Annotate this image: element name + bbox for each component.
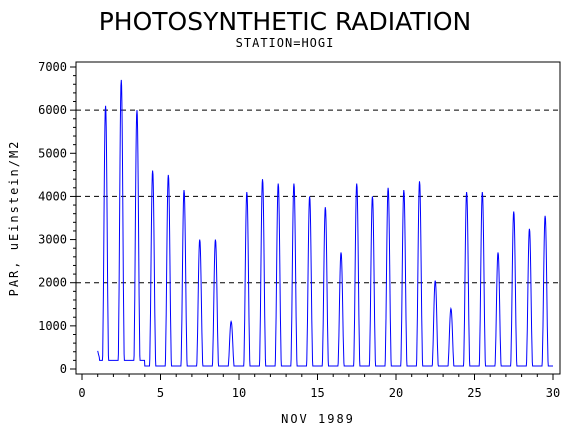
y-tick-label: 4000: [38, 189, 67, 203]
y-tick-label: 3000: [38, 233, 67, 247]
x-tick-label: 30: [546, 386, 560, 400]
x-axis: 0 5 10 15 20 25 30: [78, 374, 560, 400]
y-tick-label: 2000: [38, 276, 67, 290]
reference-lines: [76, 109, 560, 284]
y-axis: 0 1000 2000 3000 4000 5000 6000 7000: [38, 60, 76, 376]
x-tick-label: 10: [232, 386, 246, 400]
y-tick-label: 6000: [38, 103, 67, 117]
x-tick-label: 20: [389, 386, 403, 400]
y-tick-label: 7000: [38, 60, 67, 74]
y-tick-label: 5000: [38, 146, 67, 160]
x-tick-label: 15: [310, 386, 324, 400]
y-tick-label: 0: [60, 362, 67, 376]
series-line: [97, 79, 553, 367]
x-tick-label: 25: [467, 386, 481, 400]
y-axis-label: PAR, uEinstein/M2: [7, 140, 21, 297]
x-tick-label: 0: [78, 386, 85, 400]
chart-subtitle: STATION=HOGI: [236, 36, 335, 50]
series-layer: [97, 79, 553, 367]
plot-frame: [75, 61, 561, 375]
x-axis-label: NOV 1989: [281, 412, 355, 426]
chart-title: PHOTOSYNTHETIC RADIATION: [99, 7, 472, 36]
x-tick-label: 5: [157, 386, 164, 400]
y-tick-label: 1000: [38, 319, 67, 333]
